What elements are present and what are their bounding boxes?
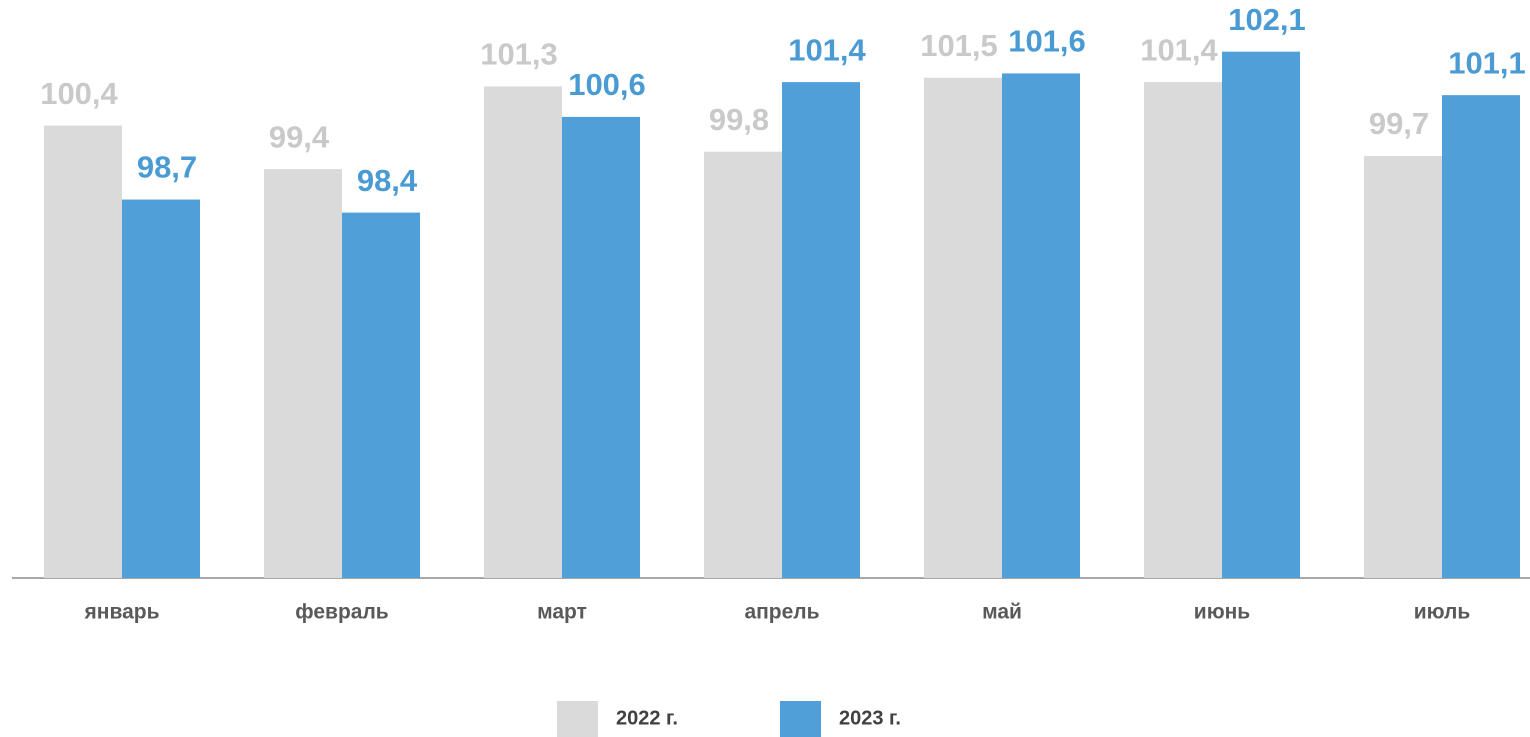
value-label: 98,4 xyxy=(357,163,418,198)
bar xyxy=(342,212,420,578)
value-label: 99,4 xyxy=(269,119,330,154)
value-label: 98,7 xyxy=(137,150,197,185)
x-tick-label: март xyxy=(537,601,587,624)
value-label: 101,1 xyxy=(1448,45,1526,80)
legend-swatch xyxy=(780,701,821,737)
bar xyxy=(122,199,200,579)
value-label: 102,1 xyxy=(1228,2,1306,37)
value-label: 101,3 xyxy=(480,37,558,72)
bar xyxy=(1002,73,1080,579)
legend-swatch xyxy=(557,701,598,737)
value-label: 101,4 xyxy=(1140,32,1218,67)
value-label: 101,5 xyxy=(920,28,998,63)
bar xyxy=(484,86,562,578)
value-label: 99,7 xyxy=(1369,106,1429,141)
bar xyxy=(1364,156,1442,579)
value-label: 99,8 xyxy=(709,102,769,137)
bar xyxy=(1144,82,1222,578)
x-tick-label: апрель xyxy=(744,601,819,624)
value-label: 101,4 xyxy=(788,32,866,67)
x-tick-label: июль xyxy=(1414,601,1471,624)
x-tick-label: январь xyxy=(84,601,160,624)
value-label: 100,4 xyxy=(40,76,118,111)
bar xyxy=(704,151,782,578)
value-label: 101,6 xyxy=(1008,24,1086,59)
bar xyxy=(44,125,122,578)
bar xyxy=(264,169,342,578)
bar xyxy=(924,77,1002,578)
x-tick-label: февраль xyxy=(295,601,389,624)
legend-label: 2023 г. xyxy=(839,707,901,729)
x-tick-label: июнь xyxy=(1194,601,1251,624)
value-label: 100,6 xyxy=(568,67,646,102)
bar xyxy=(1442,95,1520,579)
legend-label: 2022 г. xyxy=(616,707,678,729)
bar xyxy=(562,116,640,579)
x-tick-label: май xyxy=(982,601,1022,624)
bar xyxy=(782,82,860,578)
bar xyxy=(1222,51,1300,578)
